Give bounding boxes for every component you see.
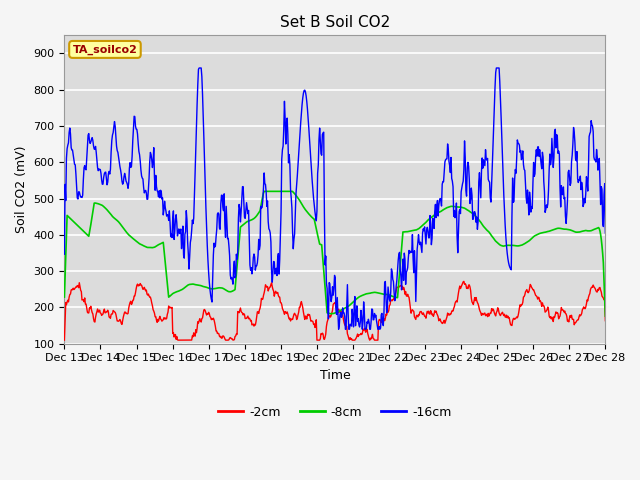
Title: Set B Soil CO2: Set B Soil CO2 (280, 15, 390, 30)
Y-axis label: Soil CO2 (mV): Soil CO2 (mV) (15, 146, 28, 233)
Text: TA_soilco2: TA_soilco2 (72, 44, 138, 55)
X-axis label: Time: Time (319, 369, 350, 382)
Legend: -2cm, -8cm, -16cm: -2cm, -8cm, -16cm (213, 401, 457, 424)
